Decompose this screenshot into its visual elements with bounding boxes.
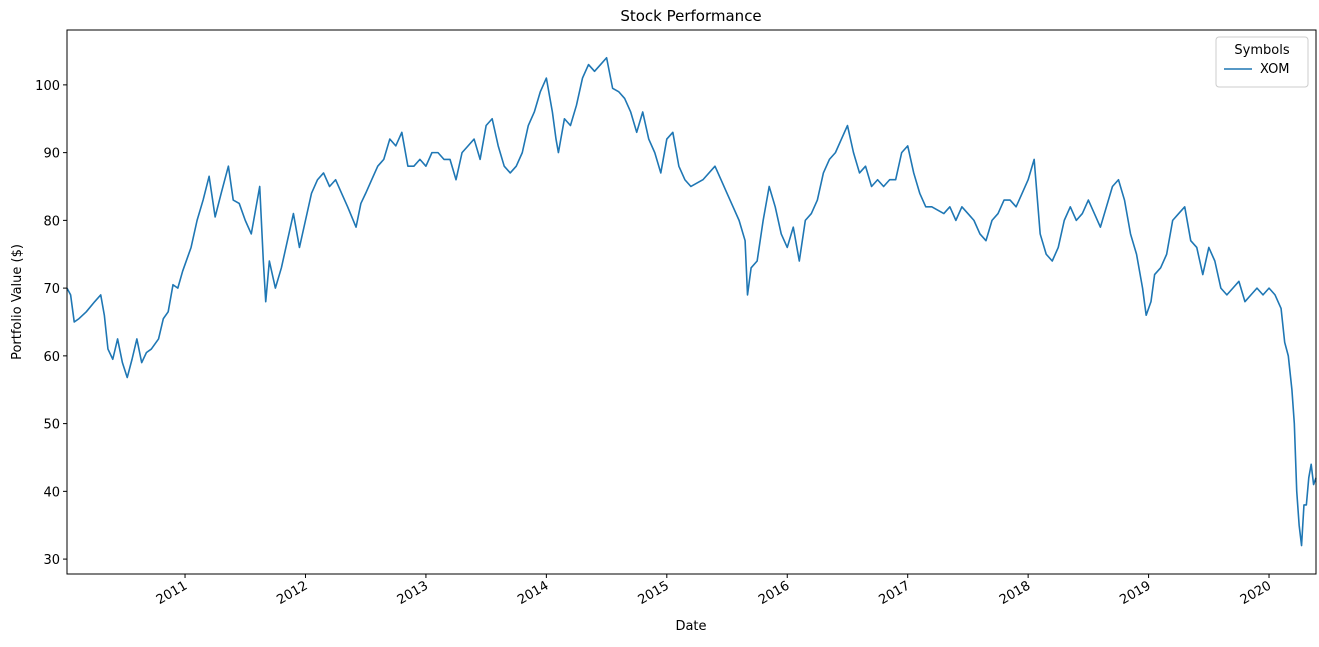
x-tick-label: 2015 bbox=[636, 578, 672, 608]
y-tick-label: 40 bbox=[43, 485, 60, 500]
x-tick-label: 2014 bbox=[515, 578, 551, 608]
plot-frame bbox=[66, 29, 1317, 575]
x-tick-label: 2012 bbox=[274, 578, 310, 608]
data-line bbox=[66, 56, 1317, 547]
x-tick-label: 2016 bbox=[756, 578, 792, 608]
x-tick-label: 2018 bbox=[997, 578, 1033, 608]
x-tick-label: 2020 bbox=[1238, 578, 1274, 608]
x-tick-label: 2013 bbox=[395, 578, 431, 608]
y-axis-label: Portfolio Value ($) bbox=[10, 244, 25, 360]
y-tick-label: 70 bbox=[43, 282, 60, 297]
y-tick-label: 80 bbox=[43, 214, 60, 229]
chart-title: Stock Performance bbox=[620, 7, 761, 25]
x-axis-label: Date bbox=[675, 619, 706, 634]
y-tick-label: 50 bbox=[43, 418, 60, 433]
y-tick-label: 100 bbox=[35, 79, 60, 94]
x-tick-label: 2019 bbox=[1117, 578, 1153, 608]
legend-title: Symbols bbox=[1234, 43, 1289, 58]
x-tick-label: 2011 bbox=[154, 578, 190, 608]
x-tick-label: 2017 bbox=[877, 578, 913, 608]
y-tick-label: 90 bbox=[43, 147, 60, 162]
legend-box bbox=[1215, 36, 1309, 88]
legend-label: XOM bbox=[1260, 62, 1290, 77]
y-tick-label: 30 bbox=[43, 553, 60, 568]
y-tick-label: 60 bbox=[43, 350, 60, 365]
